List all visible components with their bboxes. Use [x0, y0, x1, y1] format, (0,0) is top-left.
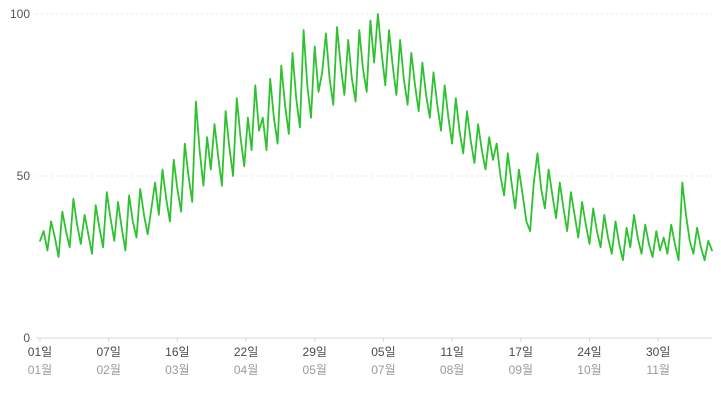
x-axis-month-label: 04월 [234, 363, 258, 377]
x-axis-day-label: 30일 [646, 345, 670, 359]
x-axis-month-label: 02월 [96, 363, 120, 377]
x-axis-month-label: 11월 [646, 363, 670, 377]
y-axis-label: 0 [23, 331, 30, 345]
y-axis-label: 50 [17, 169, 31, 183]
x-axis-day-label: 22일 [234, 345, 258, 359]
x-axis-day-label: 01일 [28, 345, 52, 359]
x-axis-day-label: 17일 [509, 345, 533, 359]
x-axis-day-label: 07일 [96, 345, 120, 359]
x-axis-day-label: 05일 [371, 345, 395, 359]
trend-line [39, 13, 713, 262]
x-axis-month-label: 09월 [509, 363, 533, 377]
x-axis-month-label: 10월 [577, 363, 601, 377]
x-axis-month-label: 03월 [165, 363, 189, 377]
y-axis-label: 100 [10, 7, 30, 21]
x-axis-month-label: 08월 [440, 363, 464, 377]
x-axis-day-label: 11일 [440, 345, 464, 359]
x-axis-month-label: 01월 [28, 363, 52, 377]
x-axis-month-label: 05월 [303, 363, 327, 377]
x-axis-day-label: 16일 [165, 345, 189, 359]
x-axis-day-label: 29일 [303, 345, 327, 359]
x-axis-month-label: 07월 [371, 363, 395, 377]
x-axis-day-label: 24일 [577, 345, 601, 359]
